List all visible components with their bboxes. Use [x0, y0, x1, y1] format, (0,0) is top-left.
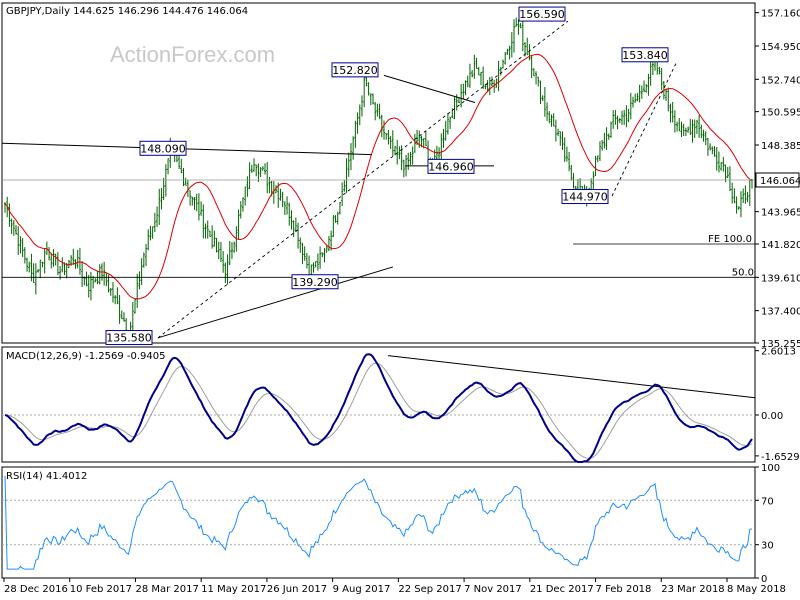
current-price-tag — [755, 172, 800, 188]
macd-title: MACD(12,26,9) -1.2569 -0.9405 — [6, 351, 166, 362]
x-tick-label: 7 Nov 2017 — [464, 584, 522, 595]
resistance-trendline — [1, 142, 373, 156]
panel-frame — [1, 466, 756, 579]
x-tick-label: 23 Mar 2018 — [661, 584, 724, 595]
price-label: 146.960 — [428, 160, 474, 173]
support-trendline — [157, 266, 394, 339]
x-tick-label: 8 May 2018 — [727, 584, 786, 595]
rsi-y-tick-label: 30 — [761, 541, 774, 552]
fibo-50-label: 50.0 — [732, 267, 754, 278]
price-label-box — [139, 140, 187, 156]
y-tick-label: 154.950 — [761, 42, 800, 53]
x-tick-label: 28 Mar 2017 — [135, 584, 198, 595]
price-label: 156.590 — [519, 8, 565, 21]
x-tick-label: 21 Dec 2017 — [530, 584, 594, 595]
y-tick-label: 141.820 — [761, 240, 800, 251]
x-tick-label: 10 Feb 2017 — [70, 584, 132, 595]
x-tick-label: 22 Sep 2017 — [398, 584, 461, 595]
x-tick-label: 9 Aug 2017 — [333, 584, 391, 595]
triangle-upper-line — [383, 74, 476, 104]
dashed-channel-line — [157, 20, 569, 339]
watermark: ActionForex.com — [110, 42, 275, 67]
current-price-label: 146.064 — [760, 176, 800, 187]
y-tick-label: 139.610 — [761, 273, 800, 284]
y-tick-label: 137.400 — [761, 307, 800, 318]
price-label: 153.840 — [622, 49, 668, 62]
fe-100-label: FE 100.0 — [708, 234, 752, 245]
price-label: 135.580 — [106, 332, 152, 345]
rsi-line — [4, 475, 753, 570]
macd-y-tick-label: -1.6529 — [761, 452, 800, 463]
macd-trendline — [387, 355, 756, 399]
x-tick-label: 11 May 2017 — [201, 584, 266, 595]
x-tick-label: 28 Dec 2016 — [4, 584, 68, 595]
chart-header: GBPJPY,Daily 144.625 146.296 144.476 146… — [6, 6, 248, 17]
y-tick-label: 135.255 — [761, 339, 800, 350]
dashed-rebound-line — [611, 63, 677, 197]
x-tick-label: 26 Jun 2017 — [267, 584, 327, 595]
x-tick-label: 7 Feb 2018 — [596, 584, 652, 595]
price-label: 139.290 — [292, 276, 338, 289]
moving-average-line — [4, 53, 753, 300]
price-label-box — [561, 189, 609, 205]
y-tick-label: 157.160 — [761, 9, 800, 20]
price-label: 148.090 — [140, 142, 186, 155]
y-tick-label: 152.740 — [761, 75, 800, 86]
price-label-box — [518, 6, 566, 22]
price-label-box — [291, 274, 339, 290]
rsi-y-tick-label: 70 — [761, 496, 774, 507]
price-label-box — [105, 330, 153, 346]
rsi-y-tick-label: 0 — [761, 574, 767, 585]
price-label-box — [427, 158, 475, 174]
macd-y-tick-label: 0.00 — [761, 411, 783, 422]
macd-line — [4, 353, 753, 463]
y-tick-label: 148.385 — [761, 141, 800, 152]
price-label-box — [331, 62, 379, 78]
y-tick-label: 150.595 — [761, 108, 800, 119]
price-label-box — [621, 47, 669, 63]
macd-y-tick-label: 2.6013 — [761, 347, 796, 358]
y-tick-label: 143.965 — [761, 208, 800, 219]
price-label: 144.970 — [562, 191, 608, 204]
rsi-title: RSI(14) 41.4012 — [6, 471, 87, 482]
rsi-y-tick-label: 100 — [761, 463, 780, 474]
price-label: 152.820 — [332, 64, 378, 77]
